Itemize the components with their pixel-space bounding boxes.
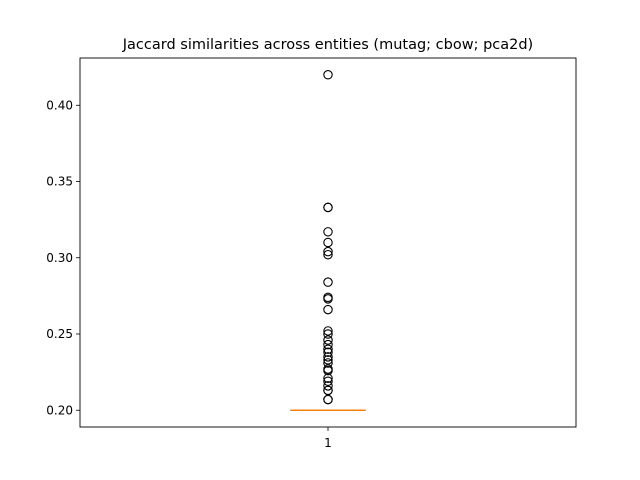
outlier-point	[323, 376, 333, 387]
chart-title: Jaccard similarities across entities (mu…	[122, 37, 533, 53]
y-tick-label: 0.30	[46, 251, 73, 265]
outlier-point	[323, 326, 333, 336]
outlier-point	[323, 329, 333, 339]
plot-area: 0.20 0.25 0.30 0.35 0.40 1	[46, 70, 366, 450]
outlier-point	[323, 385, 333, 396]
y-tick-label: 0.35	[46, 175, 73, 189]
outlier-point	[323, 227, 333, 237]
outlier-point	[323, 373, 333, 383]
outlier-point	[323, 364, 333, 374]
outlier-point	[323, 249, 333, 260]
y-tick-label: 0.25	[46, 327, 73, 341]
outlier-point	[323, 352, 333, 362]
outlier-point	[323, 344, 333, 354]
y-tick-label: 0.40	[46, 98, 73, 112]
outlier-point	[323, 237, 333, 248]
outlier-point	[323, 381, 333, 391]
y-tick-label: 0.20	[46, 403, 73, 417]
outlier-point	[323, 304, 333, 315]
x-tick-label: 1	[324, 436, 332, 450]
outlier-point	[323, 70, 333, 80]
outlier-point	[323, 358, 333, 368]
outlier-point	[323, 394, 333, 405]
outlier-point	[323, 277, 333, 287]
axes-frame	[79, 57, 577, 428]
outlier-point	[323, 335, 333, 345]
outlier-point	[323, 347, 333, 358]
outlier-point	[323, 355, 333, 365]
outlier-point	[323, 292, 333, 303]
outlier-point	[323, 202, 333, 213]
outlier-point	[323, 246, 333, 257]
outlier-point	[323, 339, 333, 350]
